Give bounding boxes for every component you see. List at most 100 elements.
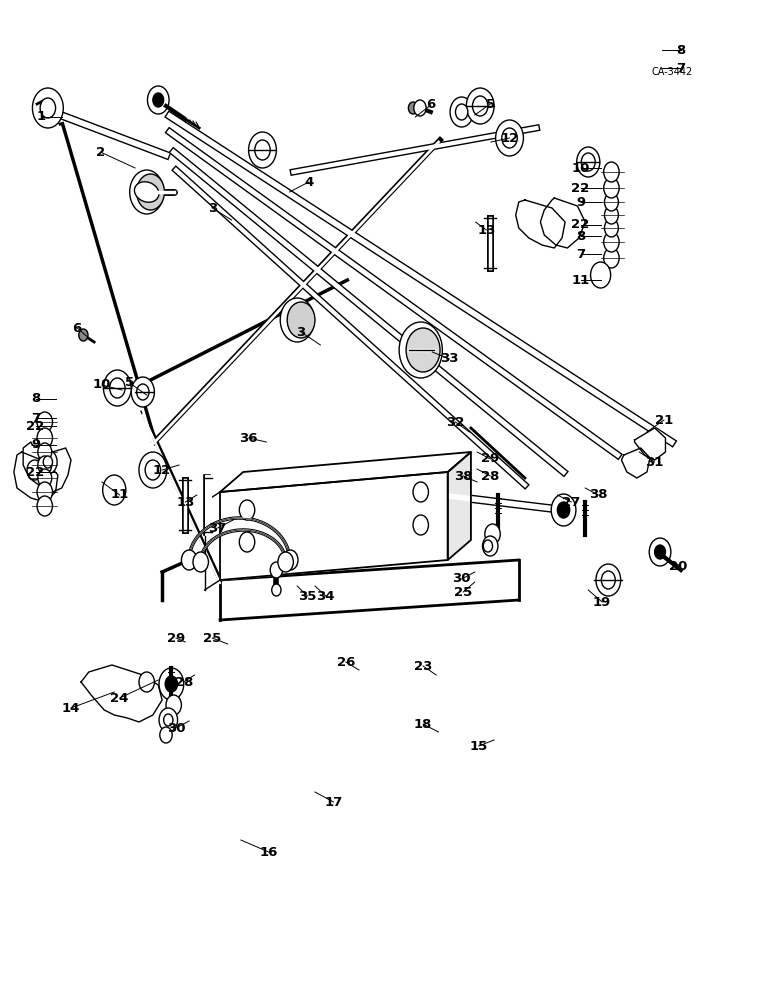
- Circle shape: [37, 496, 52, 516]
- Circle shape: [591, 262, 611, 288]
- Text: 8: 8: [576, 230, 585, 242]
- Polygon shape: [635, 428, 665, 460]
- Text: 17: 17: [324, 796, 343, 808]
- Polygon shape: [23, 442, 71, 492]
- Text: 29: 29: [167, 632, 185, 645]
- Circle shape: [249, 132, 276, 168]
- Circle shape: [37, 482, 52, 502]
- Circle shape: [596, 564, 621, 596]
- Circle shape: [502, 128, 517, 148]
- Circle shape: [577, 147, 600, 177]
- Circle shape: [37, 412, 52, 432]
- Text: 26: 26: [337, 656, 355, 668]
- Text: 1: 1: [36, 110, 46, 123]
- Circle shape: [270, 562, 283, 578]
- Polygon shape: [14, 452, 58, 502]
- Circle shape: [79, 329, 88, 341]
- Circle shape: [272, 584, 281, 596]
- Circle shape: [43, 456, 52, 468]
- Circle shape: [181, 550, 197, 570]
- Text: 11: 11: [571, 273, 590, 286]
- Circle shape: [103, 370, 131, 406]
- Circle shape: [604, 178, 619, 198]
- Circle shape: [153, 93, 164, 107]
- Circle shape: [287, 302, 315, 338]
- Text: 22: 22: [26, 466, 45, 479]
- Text: 10: 10: [93, 378, 111, 391]
- Text: 3: 3: [208, 202, 217, 215]
- Text: 15: 15: [469, 740, 488, 752]
- Text: 28: 28: [481, 470, 499, 483]
- Circle shape: [37, 428, 52, 448]
- Circle shape: [131, 377, 154, 407]
- Text: 7: 7: [576, 247, 585, 260]
- Text: 33: 33: [440, 353, 459, 365]
- Text: 12: 12: [500, 131, 519, 144]
- Text: 16: 16: [259, 846, 278, 858]
- Polygon shape: [621, 448, 650, 478]
- Circle shape: [450, 97, 473, 127]
- Text: 22: 22: [571, 182, 590, 194]
- Text: 34: 34: [317, 589, 335, 602]
- Circle shape: [145, 460, 161, 480]
- Circle shape: [408, 102, 418, 114]
- Circle shape: [160, 727, 172, 743]
- Text: 36: 36: [239, 432, 258, 444]
- Text: 14: 14: [62, 702, 80, 714]
- Text: 24: 24: [110, 692, 129, 704]
- Text: 38: 38: [454, 470, 472, 483]
- Text: 20: 20: [669, 560, 687, 572]
- Text: 7: 7: [676, 62, 686, 75]
- Circle shape: [414, 100, 426, 116]
- Text: CA-3442: CA-3442: [651, 67, 692, 77]
- Circle shape: [413, 482, 428, 502]
- Text: 9: 9: [31, 438, 40, 452]
- Polygon shape: [448, 452, 471, 560]
- Circle shape: [159, 668, 184, 700]
- Text: 13: 13: [477, 224, 496, 236]
- Text: 18: 18: [414, 718, 432, 730]
- Circle shape: [280, 298, 314, 342]
- Circle shape: [39, 450, 57, 474]
- Circle shape: [604, 162, 619, 182]
- Circle shape: [166, 695, 181, 715]
- Circle shape: [139, 452, 167, 488]
- Circle shape: [483, 540, 493, 552]
- Circle shape: [604, 206, 618, 224]
- Text: 30: 30: [167, 722, 185, 734]
- Circle shape: [130, 170, 164, 214]
- Text: 8: 8: [676, 43, 686, 56]
- Text: 28: 28: [174, 676, 193, 688]
- Circle shape: [472, 96, 488, 116]
- Text: 31: 31: [645, 456, 664, 468]
- Circle shape: [283, 550, 298, 570]
- Text: 32: 32: [446, 416, 465, 428]
- Text: 6: 6: [73, 322, 82, 334]
- Text: 5: 5: [125, 376, 134, 389]
- Text: 29: 29: [481, 452, 499, 466]
- Circle shape: [159, 708, 178, 732]
- Polygon shape: [540, 198, 585, 248]
- Circle shape: [137, 174, 164, 210]
- Polygon shape: [516, 200, 565, 248]
- Circle shape: [601, 571, 615, 589]
- Circle shape: [604, 248, 619, 268]
- Text: 23: 23: [414, 660, 432, 672]
- Circle shape: [164, 714, 173, 726]
- Circle shape: [278, 552, 293, 572]
- Circle shape: [413, 515, 428, 535]
- Polygon shape: [81, 665, 162, 722]
- Circle shape: [110, 378, 125, 398]
- Circle shape: [139, 672, 154, 692]
- Circle shape: [496, 120, 523, 156]
- Text: 27: 27: [562, 495, 581, 508]
- Circle shape: [406, 328, 440, 372]
- Polygon shape: [220, 472, 448, 580]
- Text: 3: 3: [296, 326, 306, 338]
- Circle shape: [239, 532, 255, 552]
- Circle shape: [103, 475, 126, 505]
- Circle shape: [581, 153, 595, 171]
- Text: 22: 22: [26, 420, 45, 432]
- Circle shape: [38, 469, 52, 487]
- Circle shape: [399, 322, 442, 378]
